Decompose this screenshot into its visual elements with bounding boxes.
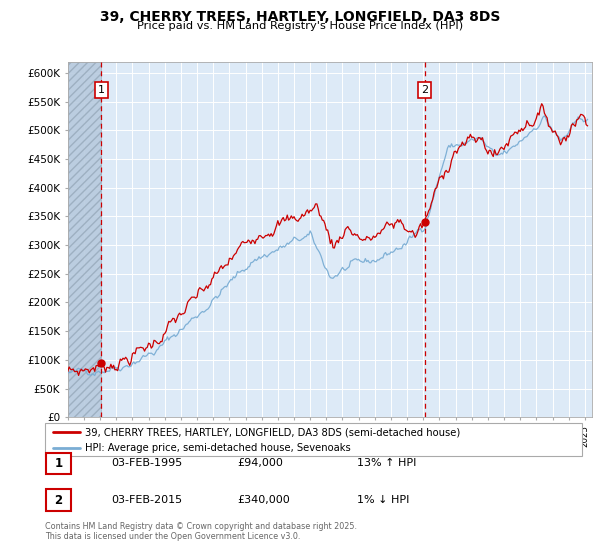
Text: 1: 1 [55, 457, 62, 470]
Text: £340,000: £340,000 [237, 494, 290, 505]
Text: Contains HM Land Registry data © Crown copyright and database right 2025.
This d: Contains HM Land Registry data © Crown c… [45, 522, 357, 542]
Text: HPI: Average price, semi-detached house, Sevenoaks: HPI: Average price, semi-detached house,… [85, 443, 351, 453]
Text: 03-FEB-2015: 03-FEB-2015 [111, 494, 182, 505]
Bar [68, 62, 101, 417]
Text: Price paid vs. HM Land Registry's House Price Index (HPI): Price paid vs. HM Land Registry's House … [137, 21, 463, 31]
Text: 03-FEB-1995: 03-FEB-1995 [111, 458, 182, 468]
Text: 1: 1 [98, 85, 105, 95]
Text: 2: 2 [421, 85, 428, 95]
Text: 1% ↓ HPI: 1% ↓ HPI [357, 494, 409, 505]
Text: 39, CHERRY TREES, HARTLEY, LONGFIELD, DA3 8DS: 39, CHERRY TREES, HARTLEY, LONGFIELD, DA… [100, 10, 500, 24]
Text: 39, CHERRY TREES, HARTLEY, LONGFIELD, DA3 8DS (semi-detached house): 39, CHERRY TREES, HARTLEY, LONGFIELD, DA… [85, 427, 461, 437]
Text: 2: 2 [55, 493, 62, 507]
Text: £94,000: £94,000 [237, 458, 283, 468]
Text: 13% ↑ HPI: 13% ↑ HPI [357, 458, 416, 468]
